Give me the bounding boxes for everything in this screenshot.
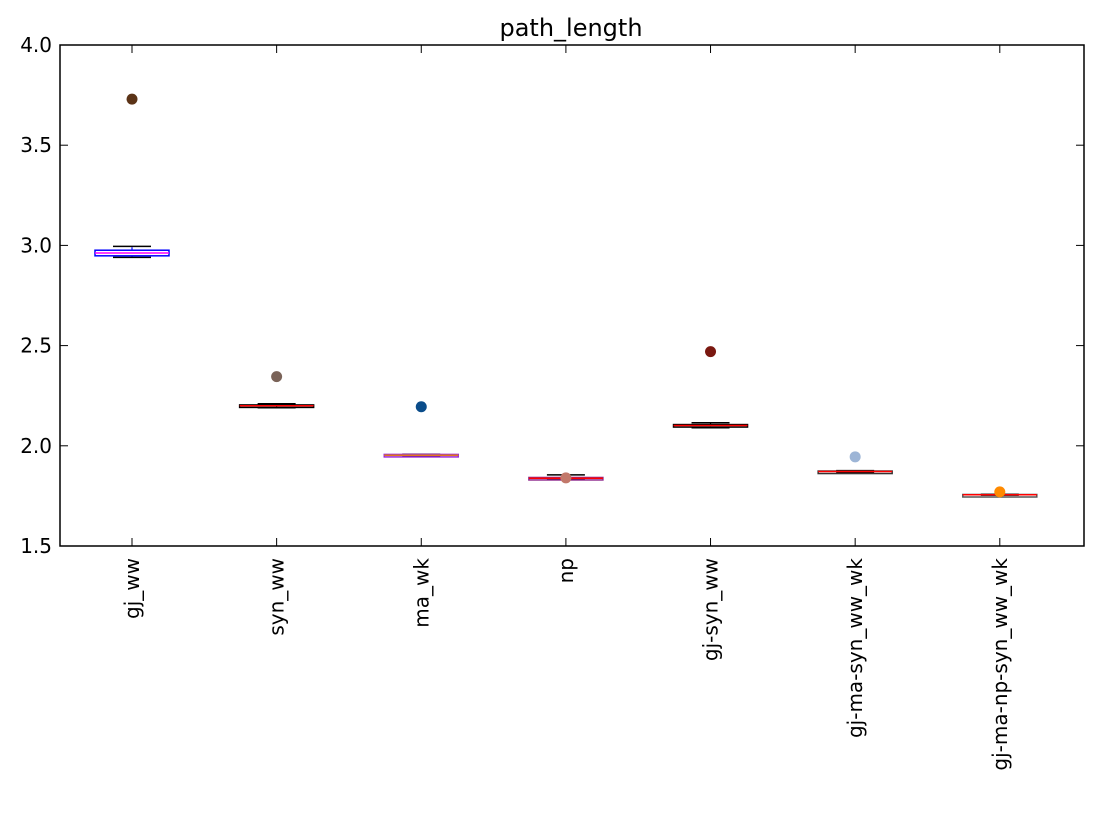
x-tick-label: ma_wk xyxy=(409,558,433,628)
outlier-point xyxy=(271,371,283,383)
outlier-point xyxy=(849,451,861,463)
axes: 1.5 2.0 2.5 3.0 3.5 4.0 gj_ww syn_ww ma_wk np gj-s… xyxy=(20,33,1084,771)
plot-area xyxy=(94,93,1038,498)
outlier-point xyxy=(705,346,717,358)
x-tick-label: gj-ma-np-syn_ww_wk xyxy=(988,558,1012,771)
y-tick-label: 2.5 xyxy=(20,334,52,358)
outlier-point xyxy=(415,401,427,413)
chart-title: path_length xyxy=(499,14,642,42)
y-tick-label: 2.0 xyxy=(20,434,52,458)
x-tick-label: gj_ww xyxy=(120,558,144,619)
outlier-point xyxy=(126,93,138,105)
y-tick-label: 3.0 xyxy=(20,233,52,257)
outlier-point xyxy=(560,472,572,484)
x-tick-label: syn_ww xyxy=(265,558,289,636)
x-tick-label: gj-syn_ww xyxy=(699,558,723,661)
plot-frame xyxy=(59,44,1085,547)
y-tick-label: 4.0 xyxy=(20,33,52,57)
y-tick-label: 3.5 xyxy=(20,133,52,157)
outlier-point xyxy=(994,486,1006,498)
y-tick-label: 1.5 xyxy=(20,534,52,558)
x-tick-label: np xyxy=(554,558,578,583)
x-tick-label: gj-ma-syn_ww_wk xyxy=(843,558,867,738)
